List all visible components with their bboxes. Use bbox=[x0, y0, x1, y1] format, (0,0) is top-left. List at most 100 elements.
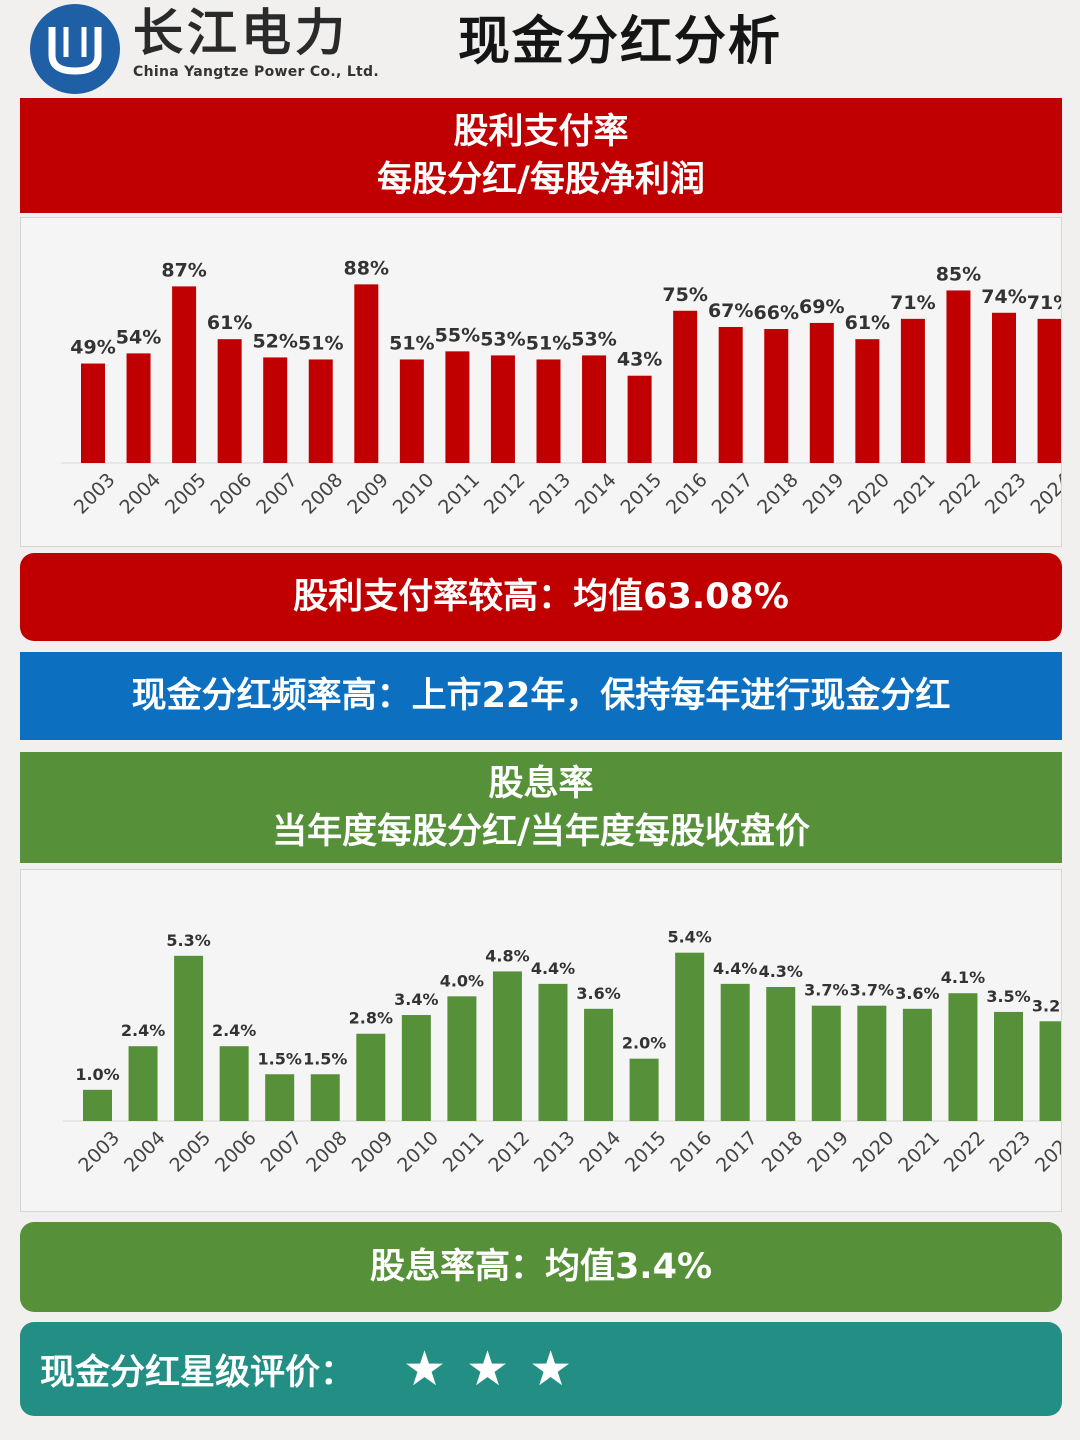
yield-bar bbox=[766, 986, 796, 1121]
yield-value-label: 4.3% bbox=[759, 962, 803, 981]
payout-value-label: 66% bbox=[754, 302, 799, 324]
dividend-frequency-band: 现金分红频率高：上市22年，保持每年进行现金分红 bbox=[20, 652, 1062, 740]
payout-value-label: 51% bbox=[389, 332, 434, 354]
payout-value-label: 49% bbox=[70, 337, 115, 359]
logo-mark bbox=[48, 27, 102, 75]
payout-bar bbox=[126, 353, 151, 463]
yield-value-label: 4.1% bbox=[941, 968, 985, 987]
payout-bar bbox=[308, 359, 333, 463]
yield-year-tick: 2011 bbox=[439, 1127, 489, 1177]
yield-year-tick: 2008 bbox=[302, 1127, 352, 1177]
yield-value-label: 1.0% bbox=[75, 1065, 119, 1084]
payout-year-tick: 2023 bbox=[981, 469, 1031, 519]
payout-value-label: 51% bbox=[526, 332, 571, 354]
star-icon: ★ bbox=[403, 1341, 447, 1397]
yield-bar bbox=[857, 1005, 887, 1121]
yield-year-tick: 2017 bbox=[712, 1127, 762, 1177]
company-name-cn: 长江电力 bbox=[133, 4, 349, 62]
payout-bar bbox=[1037, 318, 1061, 463]
payout-bar bbox=[399, 359, 424, 463]
yield-year-tick: 2024 bbox=[1031, 1127, 1061, 1177]
yield-bar bbox=[174, 955, 204, 1121]
payout-year-tick: 2022 bbox=[935, 469, 985, 519]
payout-value-label: 71% bbox=[890, 292, 935, 314]
rating-stars: ★ ★ ★ bbox=[403, 1345, 572, 1393]
yield-bar bbox=[994, 1011, 1023, 1121]
payout-year-tick: 2015 bbox=[616, 469, 666, 519]
payout-year-tick: 2007 bbox=[252, 469, 302, 519]
yield-bar bbox=[584, 1008, 614, 1121]
yield-bar bbox=[83, 1089, 112, 1121]
payout-summary-text: 股利支付率较高：均值63.08% bbox=[293, 577, 789, 617]
yield-value-label: 4.4% bbox=[713, 959, 757, 978]
payout-year-tick: 2024 bbox=[1026, 469, 1061, 519]
payout-value-label: 87% bbox=[161, 259, 206, 281]
payout-value-label: 69% bbox=[799, 296, 844, 318]
yield-year-tick: 2009 bbox=[348, 1127, 398, 1177]
dividend-yield-chart: 1.0% 2003 2.4% 2004 5.3% 2005 2.4% 2006 1.5% 2007… bbox=[63, 928, 1061, 1177]
dividend-frequency-text: 现金分红频率高：上市22年，保持每年进行现金分红 bbox=[131, 676, 951, 716]
payout-year-tick: 2012 bbox=[480, 469, 530, 519]
yield-summary-text: 股息率高：均值3.4% bbox=[369, 1247, 713, 1287]
payout-summary-band: 股利支付率较高：均值63.08% bbox=[20, 553, 1062, 641]
rating-band: 现金分红星级评价： ★ ★ ★ bbox=[20, 1322, 1062, 1416]
payout-value-label: 75% bbox=[662, 284, 707, 306]
yield-bar bbox=[811, 1005, 841, 1121]
yield-year-tick: 2021 bbox=[894, 1127, 944, 1177]
payout-bar bbox=[217, 339, 242, 463]
payout-year-tick: 2016 bbox=[662, 469, 712, 519]
payout-bar bbox=[855, 339, 880, 463]
yield-bar bbox=[629, 1058, 659, 1121]
payout-year-tick: 2013 bbox=[525, 469, 575, 519]
payout-value-label: 61% bbox=[845, 312, 890, 334]
dividend-yield-title: 股息率 bbox=[488, 763, 594, 804]
payout-year-tick: 2005 bbox=[161, 469, 211, 519]
payout-year-tick: 2021 bbox=[890, 469, 940, 519]
payout-year-tick: 2010 bbox=[389, 469, 439, 519]
payout-bar bbox=[354, 284, 379, 463]
payout-value-label: 43% bbox=[617, 349, 662, 371]
yield-bar bbox=[720, 983, 750, 1121]
payout-year-tick: 2004 bbox=[115, 469, 165, 519]
yield-year-tick: 2015 bbox=[621, 1127, 671, 1177]
payout-ratio-band: 股利支付率 每股分红/每股净利润 bbox=[20, 98, 1062, 213]
yield-value-label: 1.5% bbox=[258, 1049, 302, 1068]
payout-ratio-title: 股利支付率 bbox=[453, 111, 629, 152]
yield-value-label: 4.4% bbox=[531, 959, 575, 978]
payout-year-tick: 2008 bbox=[298, 469, 348, 519]
yield-year-tick: 2010 bbox=[393, 1127, 443, 1177]
yield-value-label: 2.4% bbox=[121, 1021, 165, 1040]
payout-ratio-chart-panel: 49% 2003 54% 2004 87% 2005 61% 2006 52% 2007 51% 20… bbox=[20, 217, 1062, 547]
yield-value-label: 2.4% bbox=[212, 1021, 256, 1040]
yield-value-label: 2.8% bbox=[349, 1009, 393, 1028]
payout-bar bbox=[627, 375, 652, 463]
payout-year-tick: 2009 bbox=[343, 469, 393, 519]
payout-bar bbox=[263, 357, 288, 463]
payout-value-label: 88% bbox=[344, 257, 389, 279]
payout-bar bbox=[673, 310, 698, 463]
yield-bar bbox=[128, 1046, 158, 1121]
company-name-en: China Yangtze Power Co., Ltd. bbox=[133, 64, 379, 80]
payout-value-label: 53% bbox=[571, 328, 616, 350]
yield-bar bbox=[902, 1008, 932, 1121]
payout-bar bbox=[992, 312, 1016, 463]
payout-bar bbox=[718, 326, 743, 463]
yield-year-tick: 2004 bbox=[120, 1127, 170, 1177]
yield-value-label: 3.7% bbox=[850, 981, 894, 1000]
yield-bar bbox=[447, 996, 477, 1121]
star-icon: ★ bbox=[529, 1341, 573, 1397]
payout-bar bbox=[900, 318, 925, 463]
yield-year-tick: 2023 bbox=[985, 1127, 1035, 1177]
yield-value-label: 3.4% bbox=[394, 990, 438, 1009]
dividend-yield-formula: 当年度每股分红/当年度每股收盘价 bbox=[272, 811, 810, 852]
yield-value-label: 3.7% bbox=[804, 981, 848, 1000]
payout-year-tick: 2017 bbox=[708, 469, 758, 519]
yield-year-tick: 2022 bbox=[940, 1127, 990, 1177]
payout-ratio-formula: 每股分红/每股净利润 bbox=[377, 159, 705, 200]
yield-year-tick: 2007 bbox=[257, 1127, 307, 1177]
yield-year-tick: 2014 bbox=[575, 1127, 625, 1177]
payout-bar bbox=[445, 351, 470, 463]
payout-bar bbox=[490, 355, 515, 463]
payout-year-tick: 2019 bbox=[799, 469, 849, 519]
payout-year-tick: 2003 bbox=[70, 469, 120, 519]
